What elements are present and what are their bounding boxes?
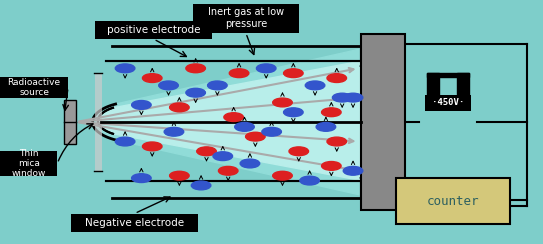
Bar xyxy=(95,21,212,39)
Polygon shape xyxy=(427,73,439,98)
Circle shape xyxy=(321,162,341,170)
Bar xyxy=(193,4,299,33)
Bar xyxy=(0,151,57,176)
Polygon shape xyxy=(98,61,361,181)
Circle shape xyxy=(240,159,260,168)
Circle shape xyxy=(273,171,292,180)
Circle shape xyxy=(316,122,336,131)
Text: ·450V·: ·450V· xyxy=(432,99,464,107)
Circle shape xyxy=(283,69,303,78)
Circle shape xyxy=(289,147,308,156)
Circle shape xyxy=(131,174,151,183)
Circle shape xyxy=(229,69,249,78)
Circle shape xyxy=(164,127,184,136)
Bar xyxy=(425,95,471,111)
Circle shape xyxy=(159,81,178,90)
Circle shape xyxy=(283,108,303,117)
Circle shape xyxy=(207,81,227,90)
Circle shape xyxy=(197,147,216,156)
Circle shape xyxy=(235,122,254,131)
Bar xyxy=(95,73,102,171)
Polygon shape xyxy=(92,46,372,198)
Text: positive electrode: positive electrode xyxy=(107,25,200,35)
Circle shape xyxy=(186,64,205,73)
Text: Radioactive
source: Radioactive source xyxy=(8,78,61,97)
Polygon shape xyxy=(427,73,469,77)
Bar xyxy=(0,77,68,98)
Circle shape xyxy=(262,127,281,136)
Text: -: - xyxy=(465,90,469,100)
Bar xyxy=(361,34,405,210)
Bar xyxy=(71,214,198,232)
Bar xyxy=(64,100,76,144)
Bar xyxy=(396,178,510,224)
Circle shape xyxy=(169,103,189,112)
Circle shape xyxy=(245,132,265,141)
Circle shape xyxy=(142,74,162,82)
Circle shape xyxy=(321,108,341,117)
Circle shape xyxy=(191,181,211,190)
Circle shape xyxy=(256,64,276,73)
Circle shape xyxy=(343,166,363,175)
Text: Thin
mica
window: Thin mica window xyxy=(11,149,46,178)
Circle shape xyxy=(131,101,151,109)
Circle shape xyxy=(332,93,352,102)
Circle shape xyxy=(327,137,346,146)
Text: Inert gas at low
pressure: Inert gas at low pressure xyxy=(208,8,284,29)
Circle shape xyxy=(218,166,238,175)
Circle shape xyxy=(186,88,205,97)
Circle shape xyxy=(300,176,319,185)
Circle shape xyxy=(142,142,162,151)
Circle shape xyxy=(273,98,292,107)
Circle shape xyxy=(305,81,325,90)
Circle shape xyxy=(169,171,189,180)
Circle shape xyxy=(115,137,135,146)
Text: +: + xyxy=(427,90,435,100)
Polygon shape xyxy=(457,73,469,98)
Circle shape xyxy=(115,64,135,73)
Circle shape xyxy=(224,113,243,122)
Text: counter: counter xyxy=(427,195,479,208)
Circle shape xyxy=(327,74,346,82)
Text: Negative electrode: Negative electrode xyxy=(85,218,184,228)
Circle shape xyxy=(343,93,363,102)
Circle shape xyxy=(213,152,232,161)
